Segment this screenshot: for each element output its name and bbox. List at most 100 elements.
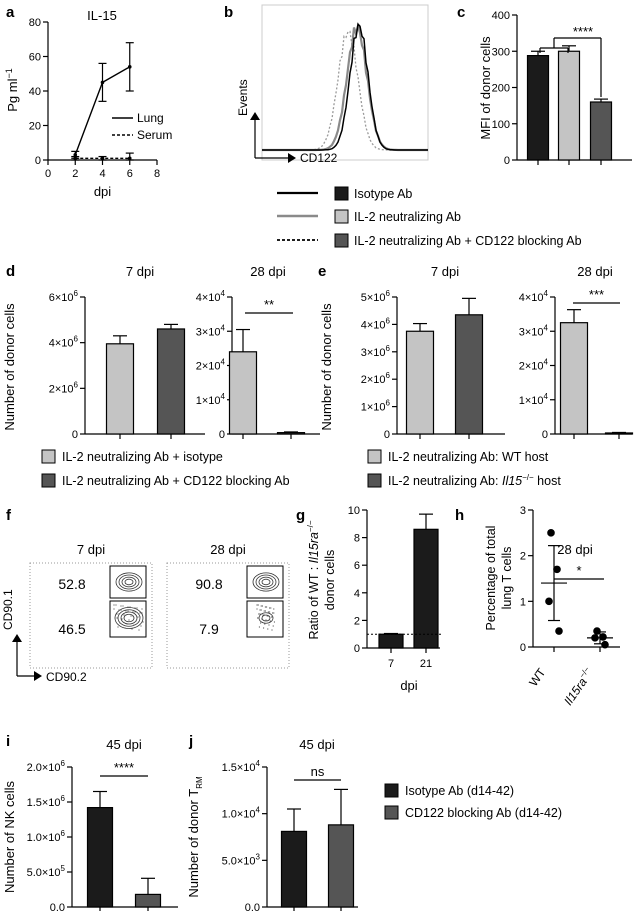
legend-ij-label-0: Isotype Ab (d14-42) — [405, 784, 514, 798]
label-part: 6 — [386, 371, 391, 380]
contour-upper-0 — [124, 578, 134, 586]
gate-upper-value-1: 90.8 — [195, 576, 222, 592]
contour-upper-1 — [252, 572, 280, 592]
data-point — [601, 640, 609, 649]
event-dot — [261, 618, 263, 620]
label-part: 0.0 — [245, 902, 260, 911]
panel-d28-y-tick-label: 2×104 — [196, 358, 226, 373]
panel-c-y-tick-label: 100 — [492, 119, 510, 131]
event-dot — [132, 615, 134, 617]
gate-lower-value-0: 46.5 — [58, 621, 85, 637]
legend-label-2: IL-2 neutralizing Ab + CD122 blocking Ab — [354, 234, 582, 248]
event-dot — [258, 617, 260, 619]
event-dot — [138, 629, 140, 631]
data-point — [73, 153, 78, 157]
event-dot — [116, 613, 118, 615]
panel-a-x-tick-label: 8 — [154, 168, 160, 180]
label-part: 1×10 — [361, 402, 386, 414]
panel-e28-y-tick-label: 4×104 — [519, 289, 549, 304]
label-part: 1.5×10 — [27, 797, 61, 809]
label-part: 5 — [61, 864, 66, 873]
event-dot — [270, 607, 272, 609]
panel-c-y-tick-label: 400 — [492, 10, 510, 22]
bar-g-0 — [378, 633, 404, 649]
events-arrowhead — [250, 112, 260, 120]
event-dot — [266, 606, 268, 608]
event-dot — [258, 626, 260, 628]
label-part: 1×10 — [196, 395, 221, 407]
event-dot — [116, 617, 118, 619]
event-dot — [139, 616, 141, 618]
panel-e-ylabel: Number of donor cells — [319, 303, 334, 431]
label-part: 4 — [221, 323, 226, 332]
event-dot — [259, 613, 261, 615]
panel-g-y-tick-label: 0 — [354, 643, 360, 655]
flow-x-arrowhead — [34, 671, 42, 681]
event-dot — [129, 606, 131, 608]
event-dot — [140, 625, 142, 627]
event-dot — [260, 622, 262, 624]
bar-i-1 — [134, 893, 162, 908]
event-dot — [131, 628, 133, 630]
legend-label-lung: Lung — [137, 111, 164, 125]
event-dot — [273, 621, 275, 623]
event-dot — [127, 606, 129, 608]
label-part: 4 — [544, 392, 549, 401]
panel-j-y-tick-label: 0.0 — [245, 902, 260, 911]
bar-c-0 — [526, 54, 550, 161]
label-part: 6×10 — [49, 292, 74, 304]
panel-h-significance: * — [576, 563, 581, 578]
panel-h-y-tick-label: 1 — [520, 596, 526, 608]
hist-xlabel: CD122 — [300, 151, 338, 165]
gate-lower-0 — [109, 600, 147, 638]
label-part: 5.0×10 — [27, 867, 61, 879]
event-dot — [128, 619, 130, 621]
label-part: RM — [195, 776, 204, 789]
panel-e28-title: 28 dpi — [577, 264, 613, 279]
event-dot — [266, 615, 268, 617]
event-dot — [123, 614, 125, 616]
event-dot — [257, 604, 259, 606]
label-part: 3×10 — [519, 326, 544, 338]
panel-a-y-tick-label: 0 — [35, 155, 41, 167]
panel-e28-significance: *** — [589, 287, 604, 302]
label-part: 1.0×10 — [27, 832, 61, 844]
event-dot — [139, 612, 141, 614]
legend-label-1: IL-2 neutralizing Ab — [354, 210, 461, 224]
event-dot — [264, 623, 266, 625]
panel-h-cat-1: Il15ra−/− — [560, 665, 596, 708]
contour-upper-1 — [255, 574, 277, 590]
event-dot — [269, 620, 271, 622]
panel-i-y-tick-label: 1.0×106 — [27, 829, 66, 844]
panel-d28-y-tick-label: 4×104 — [196, 289, 226, 304]
panel-g-ylabel: Ratio of WT : Il15ra−/− — [306, 520, 321, 639]
event-dot — [272, 616, 274, 618]
label-part: host — [534, 474, 562, 488]
event-dot — [115, 604, 117, 606]
event-dot — [263, 610, 265, 612]
panel-letter-g: g — [296, 507, 305, 524]
panel-d7-y-tick-label: 0 — [72, 429, 78, 441]
data-point — [100, 80, 105, 85]
panel-h-cat-0: WT — [526, 665, 549, 689]
panel-g-x-tick-label: 21 — [420, 658, 432, 670]
panel-j-ylabel: Number of donor TRM — [186, 776, 204, 898]
event-dot — [273, 608, 275, 610]
data-point — [545, 597, 553, 606]
event-dot — [121, 618, 123, 620]
flow-ylabel: CD90.1 — [1, 589, 15, 630]
label-part: 6 — [74, 335, 79, 344]
event-dot — [118, 609, 120, 611]
bar-j-0 — [280, 830, 308, 908]
legend-d-label-0: IL-2 neutralizing Ab + isotype — [62, 450, 223, 464]
event-dot — [122, 605, 124, 607]
bar-g-1 — [413, 528, 439, 649]
panel-i-significance: **** — [114, 760, 134, 775]
panel-d28-significance: ** — [264, 297, 274, 312]
label-part: Ratio of WT : — [307, 563, 321, 639]
panel-letter-f: f — [6, 507, 12, 524]
bar-j-1 — [327, 824, 355, 908]
legend-swatch-2 — [334, 233, 349, 248]
bar-c-1 — [557, 50, 581, 161]
